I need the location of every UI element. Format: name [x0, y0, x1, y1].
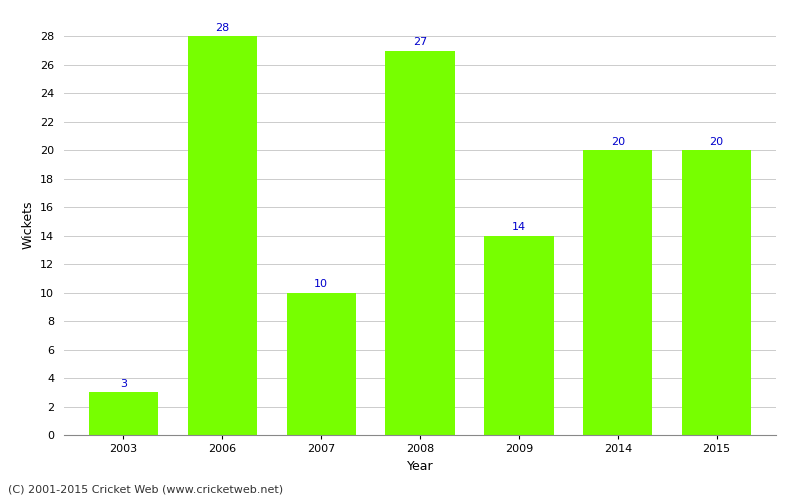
Bar [188, 36, 257, 435]
Bar [484, 236, 554, 435]
Bar [583, 150, 652, 435]
Text: 28: 28 [215, 23, 230, 33]
Bar [286, 292, 356, 435]
Text: 20: 20 [610, 136, 625, 146]
X-axis label: Year: Year [406, 460, 434, 472]
Text: (C) 2001-2015 Cricket Web (www.cricketweb.net): (C) 2001-2015 Cricket Web (www.cricketwe… [8, 485, 283, 495]
Text: 27: 27 [413, 37, 427, 47]
Text: 14: 14 [512, 222, 526, 232]
Text: 10: 10 [314, 279, 328, 289]
Y-axis label: Wickets: Wickets [22, 200, 34, 249]
Text: 20: 20 [710, 136, 724, 146]
Bar [386, 50, 454, 435]
Bar [89, 392, 158, 435]
Bar [682, 150, 751, 435]
Text: 3: 3 [120, 378, 127, 388]
